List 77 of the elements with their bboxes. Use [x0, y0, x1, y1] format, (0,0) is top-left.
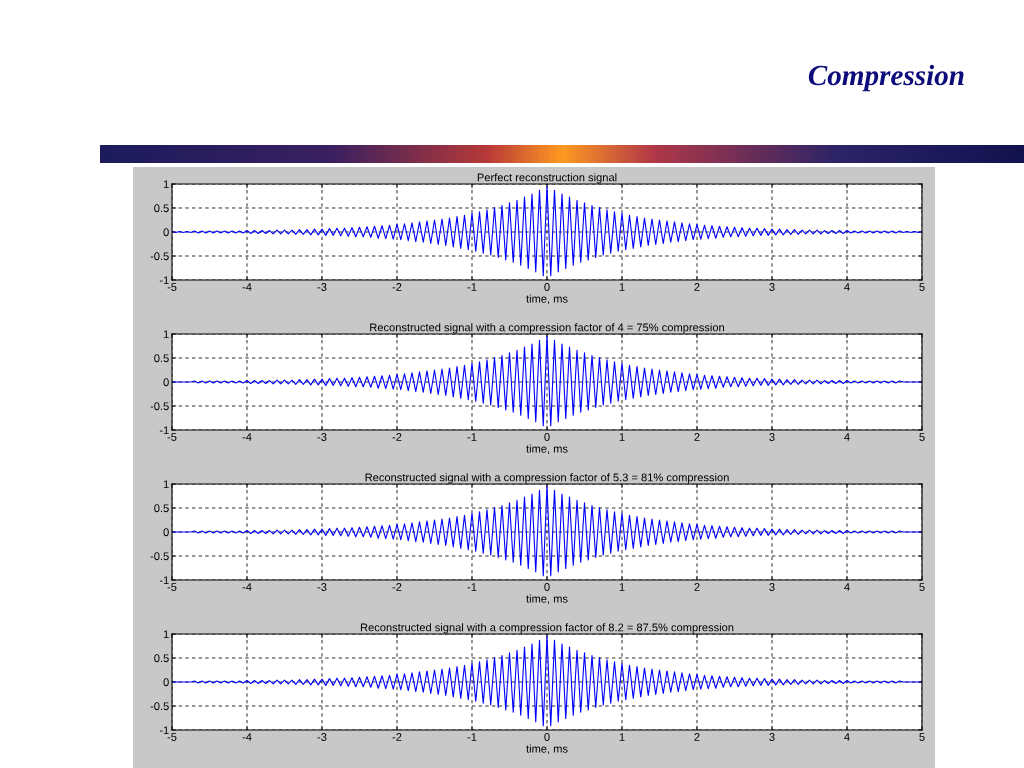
x-tick-label: 3 — [769, 583, 775, 591]
y-tick-label: 0.5 — [154, 504, 169, 513]
x-tick-label: 4 — [844, 583, 850, 591]
x-axis-title: time, ms — [526, 744, 568, 754]
x-tick-label: 0 — [544, 283, 550, 291]
line-series — [172, 335, 922, 427]
y-tick-label: 1 — [163, 330, 169, 339]
x-tick-label: -5 — [167, 583, 177, 591]
x-tick-label: 3 — [769, 433, 775, 441]
y-tick-label: -0.5 — [150, 402, 169, 411]
x-tick-label: -1 — [467, 733, 477, 741]
x-tick-label: -5 — [167, 283, 177, 291]
x-tick-label: 5 — [919, 283, 925, 291]
x-tick-label: 3 — [769, 733, 775, 741]
x-axis-title: time, ms — [526, 594, 568, 604]
x-tick-label: 1 — [619, 583, 625, 591]
x-tick-label: -1 — [467, 433, 477, 441]
x-tick-label: -5 — [167, 433, 177, 441]
y-tick-label: -0.5 — [150, 252, 169, 261]
x-tick-label: 4 — [844, 433, 850, 441]
y-tick-label: -0.5 — [150, 702, 169, 711]
x-tick-label: 0 — [544, 433, 550, 441]
y-tick-label: 0.5 — [154, 354, 169, 363]
chart-title: Perfect reconstruction signal — [477, 173, 617, 184]
y-tick-label: 1 — [163, 630, 169, 639]
y-tick-label: 0 — [163, 378, 169, 387]
x-axis-title: time, ms — [526, 294, 568, 304]
y-tick-label: -1 — [159, 726, 169, 735]
chart-title: Reconstructed signal with a compression factor of 5.3 = 81% compression — [365, 473, 729, 484]
x-tick-label: -4 — [242, 583, 252, 591]
y-tick-label: 0 — [163, 678, 169, 687]
line-series — [172, 485, 922, 577]
x-tick-label: -2 — [392, 583, 402, 591]
x-tick-label: 2 — [694, 733, 700, 741]
x-tick-label: -5 — [167, 733, 177, 741]
x-tick-label: 2 — [694, 433, 700, 441]
x-tick-label: -4 — [242, 433, 252, 441]
y-tick-label: -1 — [159, 576, 169, 585]
x-tick-label: -2 — [392, 733, 402, 741]
x-tick-label: 1 — [619, 433, 625, 441]
x-tick-label: -3 — [317, 733, 327, 741]
x-tick-label: 2 — [694, 283, 700, 291]
y-tick-label: 0.5 — [154, 654, 169, 663]
x-tick-label: -1 — [467, 283, 477, 291]
line-series — [172, 185, 922, 277]
x-tick-label: 1 — [619, 283, 625, 291]
y-tick-label: 1 — [163, 480, 169, 489]
y-tick-label: 1 — [163, 180, 169, 189]
x-tick-label: -3 — [317, 433, 327, 441]
x-tick-label: -3 — [317, 283, 327, 291]
chart-title: Reconstructed signal with a compression factor of 4 = 75% compression — [370, 323, 724, 334]
x-tick-label: 1 — [619, 733, 625, 741]
x-tick-label: 4 — [844, 733, 850, 741]
chart-title: Reconstructed signal with a compression factor of 8.2 = 87.5% compression — [360, 623, 734, 634]
y-tick-label: -1 — [159, 426, 169, 435]
x-tick-label: -3 — [317, 583, 327, 591]
text: Compression — [808, 64, 964, 92]
x-axis-title: time, ms — [526, 444, 568, 454]
y-tick-label: 0 — [163, 528, 169, 537]
x-tick-label: 4 — [844, 283, 850, 291]
x-tick-label: -1 — [467, 583, 477, 591]
x-tick-label: 5 — [919, 433, 925, 441]
x-tick-label: 5 — [919, 733, 925, 741]
x-tick-label: 0 — [544, 583, 550, 591]
x-tick-label: -4 — [242, 733, 252, 741]
x-tick-label: 5 — [919, 583, 925, 591]
x-tick-label: -2 — [392, 433, 402, 441]
x-tick-label: 3 — [769, 283, 775, 291]
y-tick-label: -0.5 — [150, 552, 169, 561]
x-tick-label: 2 — [694, 583, 700, 591]
x-tick-label: 0 — [544, 733, 550, 741]
y-tick-label: 0.5 — [154, 204, 169, 213]
x-tick-label: -2 — [392, 283, 402, 291]
line-series — [172, 635, 922, 727]
y-tick-label: -1 — [159, 276, 169, 285]
y-tick-label: 0 — [163, 228, 169, 237]
x-tick-label: -4 — [242, 283, 252, 291]
